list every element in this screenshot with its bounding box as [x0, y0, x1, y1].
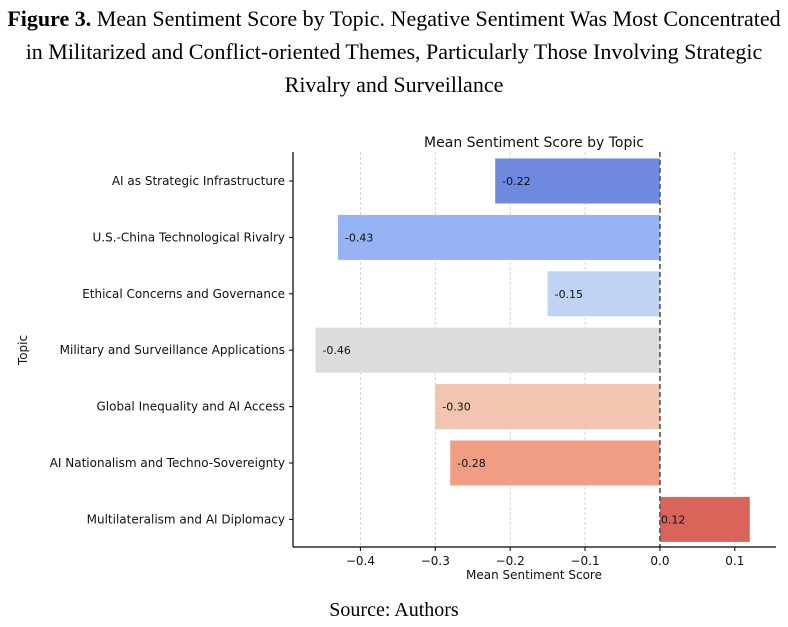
bar — [315, 327, 660, 373]
bar-value-label: 0.12 — [661, 513, 686, 526]
y-tick-label: Global Inequality and AI Access — [96, 400, 285, 414]
bar-value-label: -0.15 — [555, 288, 583, 301]
bar — [659, 496, 750, 542]
bar-value-label: -0.46 — [322, 344, 350, 357]
figure-caption-text: Mean Sentiment Score by Topic. Negative … — [25, 6, 781, 97]
chart-title: Mean Sentiment Score by Topic — [424, 135, 644, 151]
y-tick-label: Multilateralism and AI Diplomacy — [87, 512, 285, 526]
figure-source: Source: Authors — [329, 599, 459, 621]
x-tick-label: −0.1 — [570, 554, 599, 568]
x-tick-label: 0.0 — [650, 554, 669, 568]
y-axis-label: Topic — [16, 335, 30, 366]
x-tick-label: −0.2 — [496, 554, 525, 568]
figure-caption: Figure 3. Mean Sentiment Score by Topic.… — [0, 2, 788, 101]
bar — [547, 271, 660, 317]
bar-value-label: -0.22 — [502, 175, 530, 188]
bar-value-label: -0.28 — [457, 457, 485, 470]
y-tick-label: U.S.-China Technological Rivalry — [93, 230, 286, 244]
x-tick-label: −0.3 — [421, 554, 450, 568]
x-tick-label: −0.4 — [346, 554, 375, 568]
figure-label: Figure 3. — [7, 6, 92, 31]
bar-value-label: -0.30 — [442, 401, 470, 414]
x-tick-label: 0.1 — [725, 554, 744, 568]
bar — [337, 214, 660, 260]
bar-value-label: -0.43 — [345, 231, 373, 244]
bar — [435, 384, 660, 430]
bar — [495, 158, 660, 204]
y-tick-label: AI Nationalism and Techno-Sovereignty — [50, 456, 285, 470]
x-axis-label: Mean Sentiment Score — [466, 568, 602, 582]
bar — [450, 440, 660, 486]
y-tick-label: AI as Strategic Infrastructure — [112, 174, 285, 188]
y-tick-label: Ethical Concerns and Governance — [82, 287, 285, 301]
y-tick-label: Military and Surveillance Applications — [60, 343, 285, 357]
